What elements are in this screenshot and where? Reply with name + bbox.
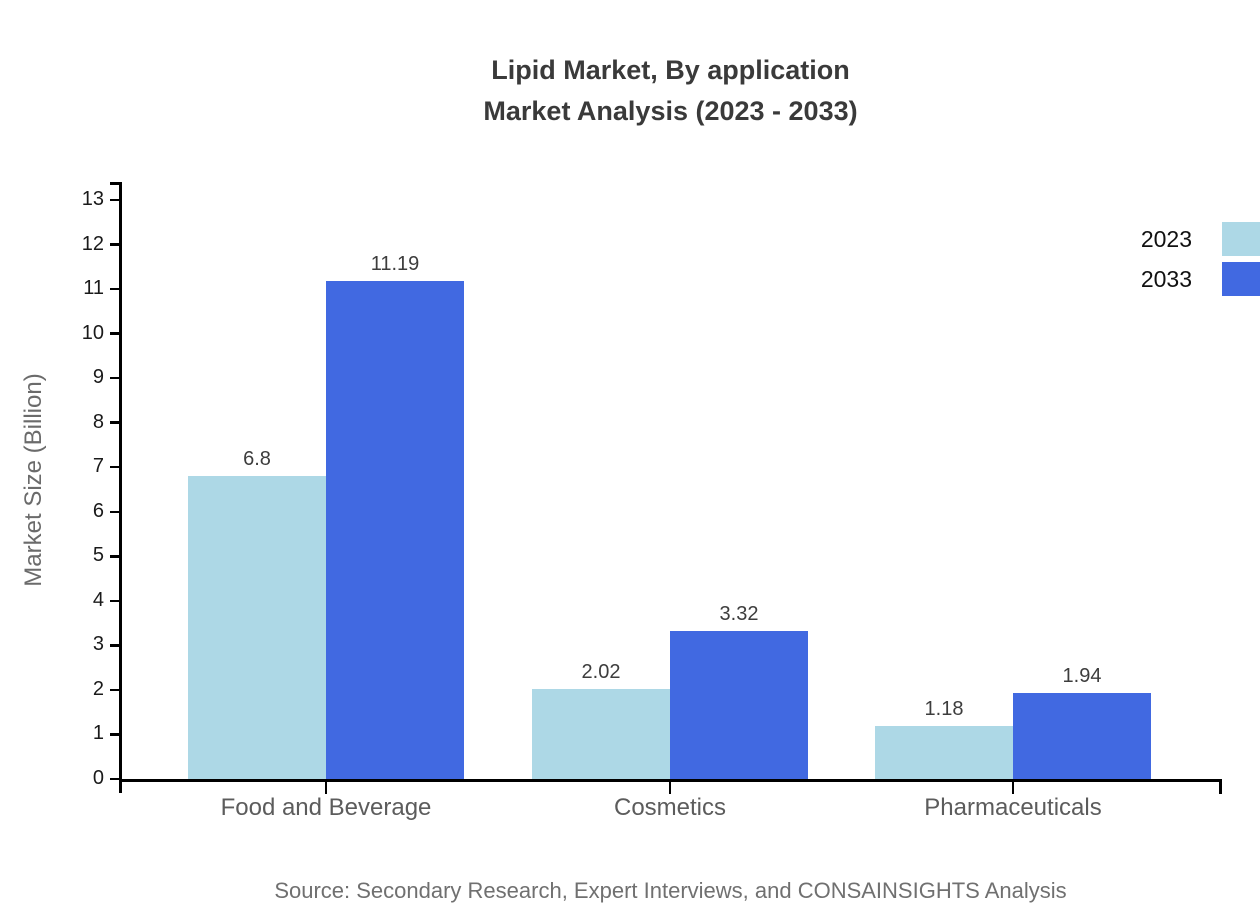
x-category-label: Food and Beverage [220, 794, 432, 821]
bar-2023-cosmetics [532, 689, 670, 779]
x-axis-line [119, 779, 1222, 782]
y-tick-mark [110, 287, 119, 291]
legend-swatch [1222, 262, 1260, 296]
x-axis-endcap [1219, 781, 1222, 794]
y-tick-label: 5 [92, 544, 104, 567]
legend-swatch [1222, 222, 1260, 256]
bar-2023-food-and-beverage [188, 476, 326, 779]
y-tick-label: 3 [92, 633, 104, 656]
bar-value-label: 2.02 [581, 661, 621, 684]
y-tick-mark [110, 421, 119, 424]
legend-item: 2023 [1128, 219, 1260, 259]
y-axis-line [119, 182, 122, 793]
x-tick-mark [1011, 781, 1015, 794]
bar-2033-food-and-beverage [326, 280, 464, 779]
y-tick-label: 11 [83, 277, 104, 300]
y-tick-label: 8 [92, 410, 104, 433]
y-tick-label: 9 [92, 366, 104, 389]
legend-label: 2023 [1140, 225, 1192, 252]
y-axis-endcap [110, 182, 119, 185]
legend-item: 2033 [1128, 259, 1260, 299]
x-tick-mark [324, 781, 328, 794]
chart-title-line2: Market Analysis (2023 - 2033) [483, 96, 858, 126]
y-tick-mark [110, 376, 119, 380]
y-tick-mark [110, 644, 119, 647]
y-tick-mark [110, 198, 119, 202]
y-tick-label: 2 [92, 677, 104, 700]
x-category-label: Pharmaceuticals [924, 794, 1102, 821]
x-category-label: Cosmetics [613, 794, 727, 821]
y-tick-label: 13 [81, 188, 104, 210]
y-tick-label: 12 [81, 232, 104, 255]
y-tick-mark [110, 599, 119, 603]
y-tick-mark [110, 688, 119, 692]
chart-title: Lipid Market, By application Market Anal… [120, 50, 1221, 132]
bar-value-label: 11.19 [370, 252, 420, 275]
y-tick-label: 1 [92, 722, 104, 745]
y-tick-mark [110, 332, 119, 335]
legend-label: 2033 [1140, 265, 1192, 292]
bar-2033-cosmetics [670, 631, 808, 779]
y-tick-label: 10 [81, 321, 104, 344]
source-note: Source: Secondary Research, Expert Inter… [274, 878, 1067, 903]
bar-value-label: 1.18 [924, 698, 964, 721]
chart-title-line1: Lipid Market, By application [491, 55, 850, 85]
y-tick-label: 6 [92, 499, 104, 522]
y-tick-mark [110, 733, 119, 736]
bar-2023-pharmaceuticals [875, 726, 1013, 779]
y-tick-mark [110, 777, 119, 781]
y-tick-mark [110, 555, 119, 558]
y-tick-label: 4 [92, 588, 104, 611]
bar-value-label: 1.94 [1062, 664, 1102, 687]
y-tick-mark [110, 465, 119, 469]
y-tick-mark [110, 243, 119, 246]
y-axis-title: Market Size (Billion) [20, 373, 47, 587]
y-tick-mark [110, 510, 119, 514]
legend: 2023 2033 [1128, 219, 1260, 299]
plot-area: 0 1 2 3 4 5 6 7 8 9 10 11 12 13 6.8 11.19 2.02 3.32 1.18 1… [82, 182, 1222, 821]
bar-value-label: 6.8 [243, 448, 271, 471]
bar-value-label: 3.32 [719, 603, 759, 626]
y-tick-label: 0 [92, 767, 104, 789]
y-tick-label: 7 [92, 455, 104, 478]
x-tick-mark [668, 781, 672, 794]
bar-2033-pharmaceuticals [1013, 692, 1151, 779]
